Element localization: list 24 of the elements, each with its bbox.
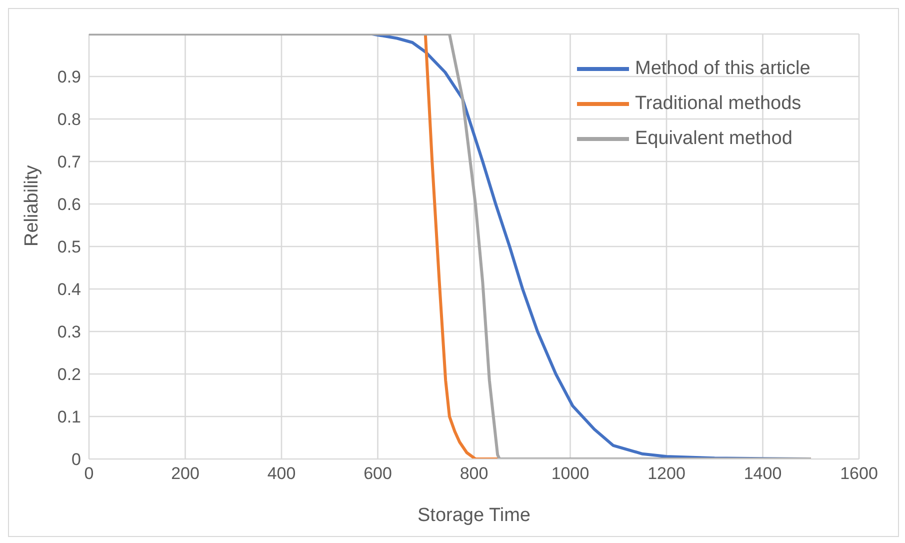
legend-label: Traditional methods [635, 92, 802, 114]
x-tick-label: 200 [171, 464, 200, 484]
x-tick-label: 1400 [744, 464, 782, 484]
x-tick-label: 1600 [840, 464, 878, 484]
x-tick-label: 1000 [551, 464, 590, 484]
y-tick-label: 0.3 [57, 322, 81, 342]
legend-label: Method of this article [635, 58, 810, 80]
x-axis-title: Storage Time [418, 505, 530, 526]
y-tick-label: 0.2 [57, 365, 81, 384]
x-tick-label: 0 [84, 464, 94, 484]
y-tick-label: 0.6 [57, 195, 81, 214]
y-tick-label: 0.8 [57, 110, 81, 130]
y-tick-label: 0 [72, 450, 81, 470]
x-tick-label: 400 [267, 464, 296, 484]
y-tick-label: 0.9 [57, 68, 81, 87]
y-tick-label: 0.7 [57, 152, 81, 172]
legend-label: Equivalent method [635, 128, 792, 150]
y-tick-label: 0.4 [57, 280, 81, 300]
y-axis-title: Reliability [22, 164, 43, 246]
x-tick-label: 600 [364, 464, 392, 484]
x-tick-label: 800 [460, 464, 488, 484]
x-tick-label: 1200 [648, 464, 686, 484]
y-tick-label: 0.1 [57, 408, 81, 427]
y-tick-label: 0.5 [57, 238, 81, 257]
